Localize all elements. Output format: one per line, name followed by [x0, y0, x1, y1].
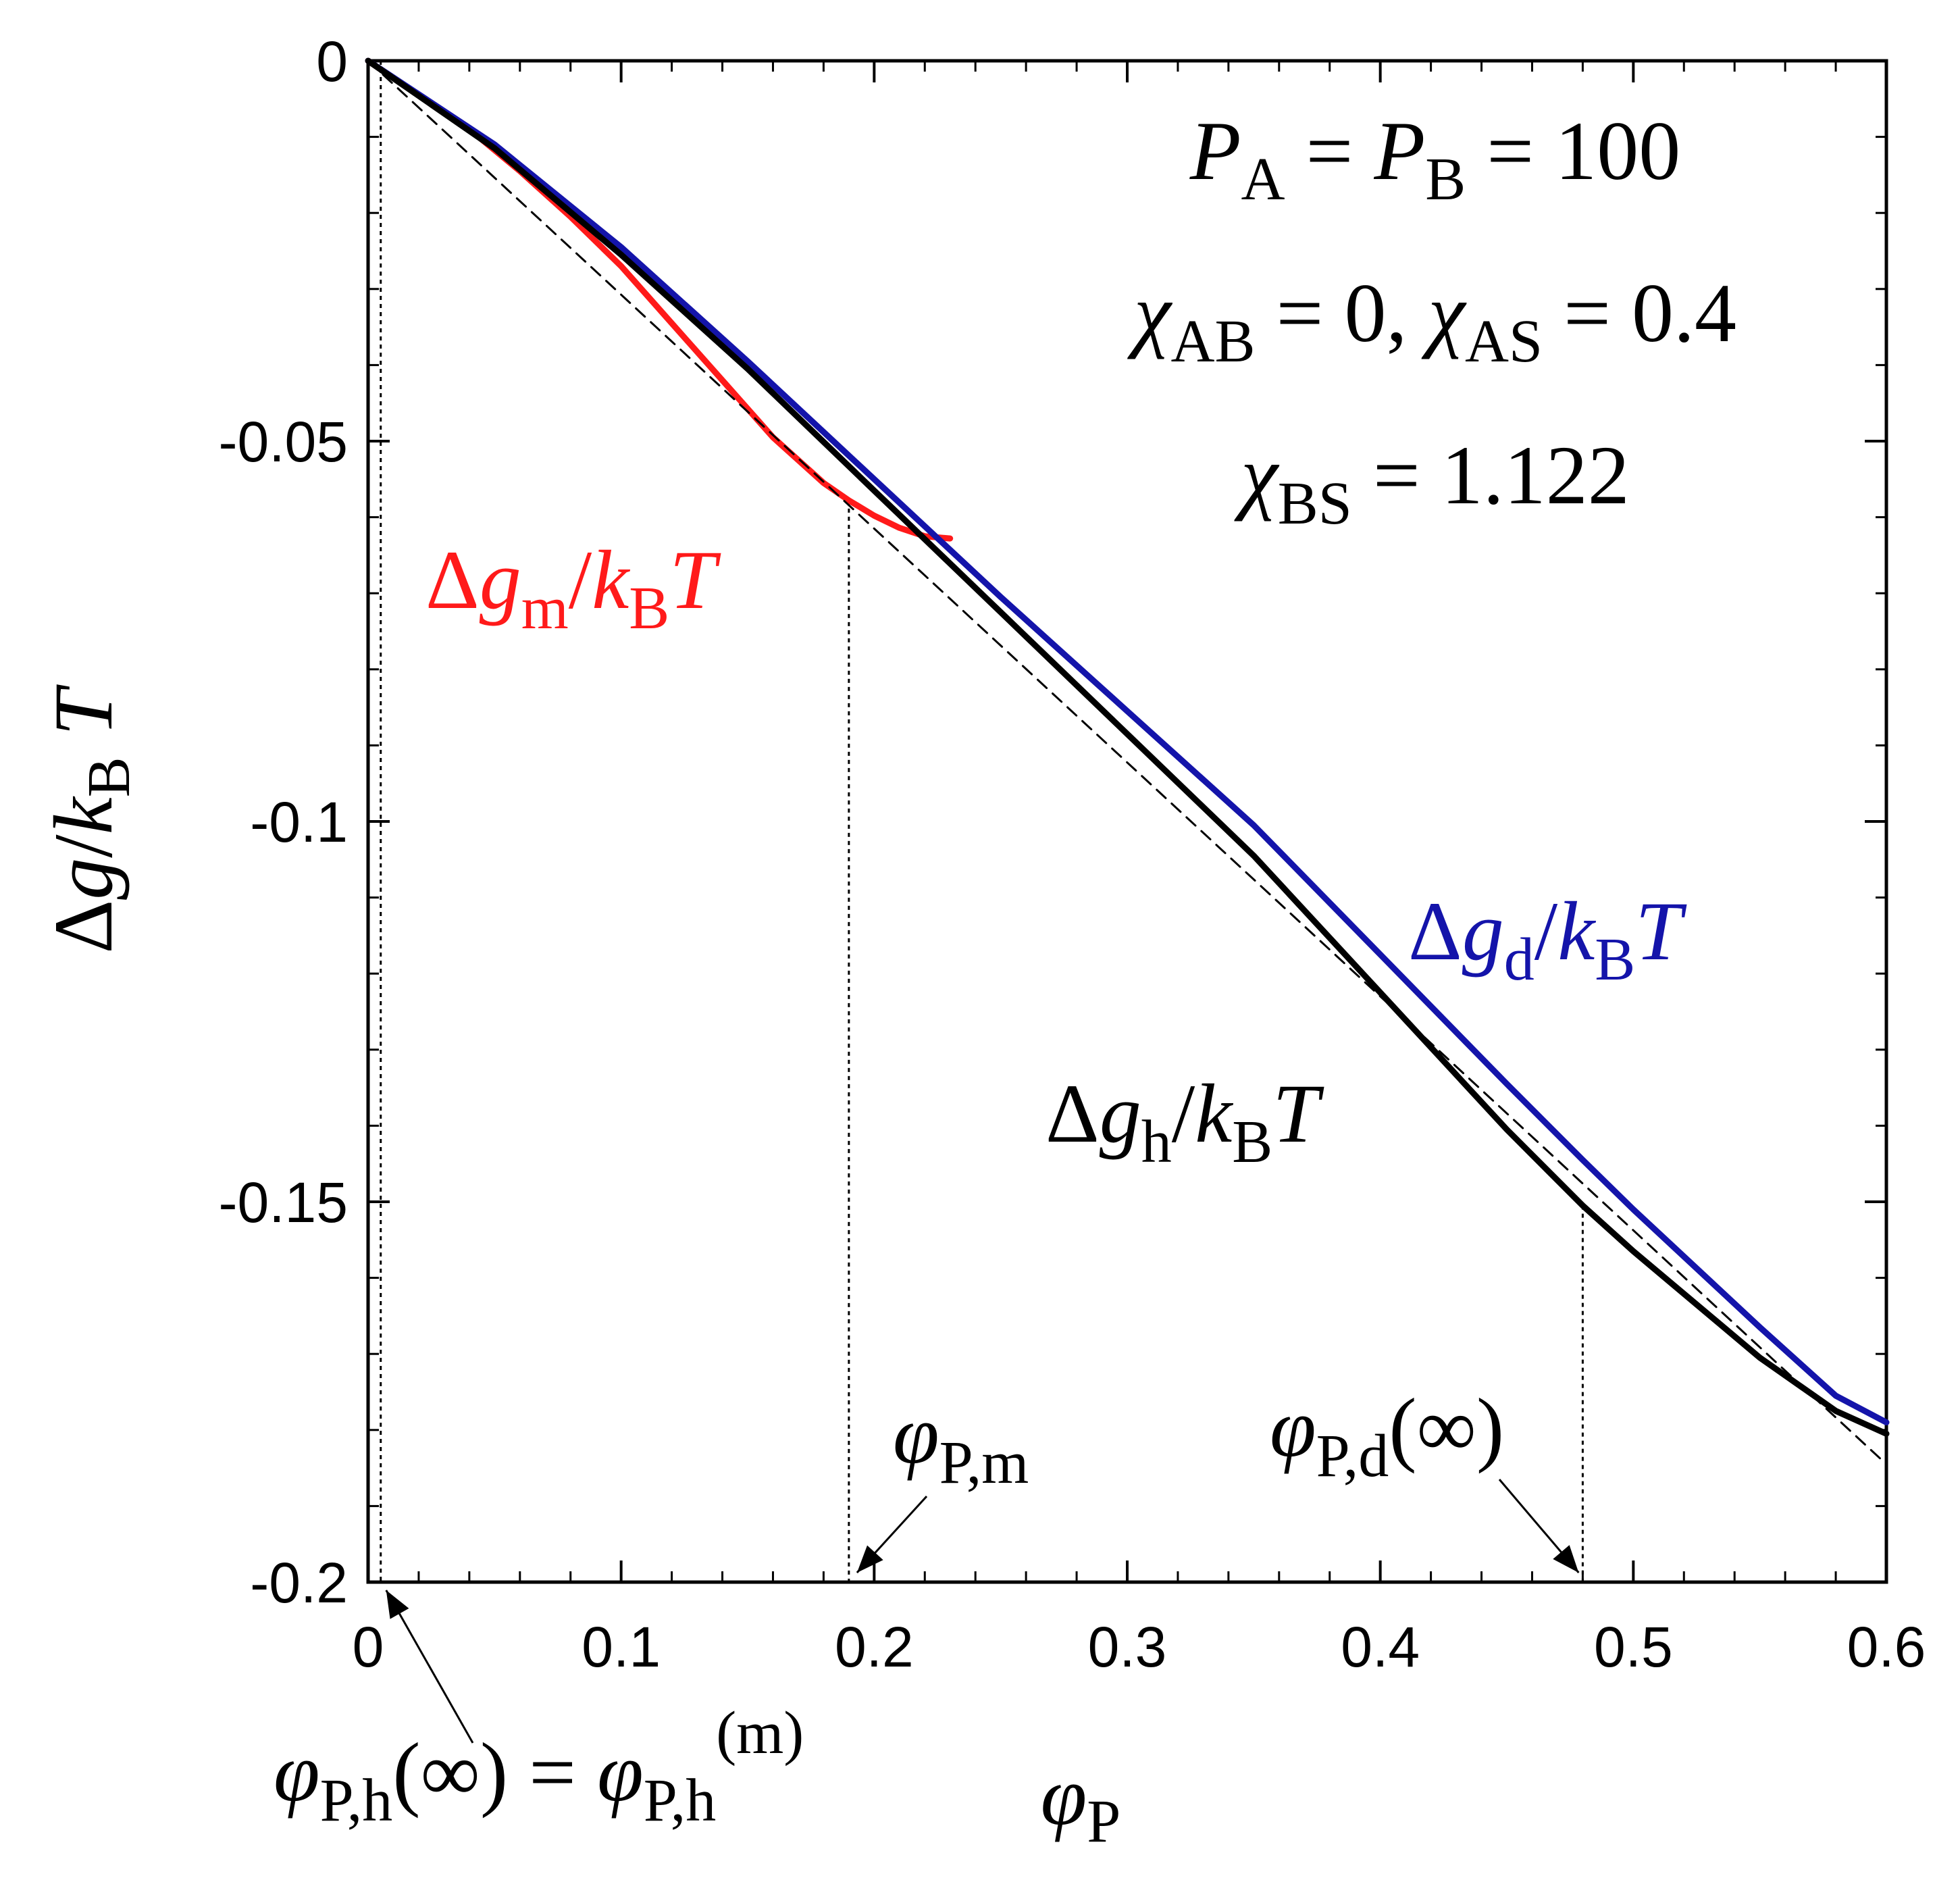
param-line-3: χBS = 1.122 [1234, 429, 1630, 537]
x-tick-label: 0.1 [582, 1615, 661, 1679]
arrow-phi-pd-head [1553, 1545, 1579, 1573]
reference-dashed-line [367, 59, 1888, 1465]
marker-label-phi-pm: φP,m [893, 1388, 1029, 1496]
x-tick-label: 0.4 [1341, 1615, 1420, 1679]
series-line-2 [365, 57, 1890, 1437]
marker-label-phi-ph: φP,h(∞) = φP,h(m) [274, 1700, 804, 1834]
marker-guide-lines [380, 61, 1584, 1582]
x-tick-label: 0.6 [1847, 1615, 1926, 1679]
y-tick-label: -0.05 [219, 410, 348, 474]
series-label-gh: Δgh/kBT [1046, 1067, 1324, 1175]
x-tick-label: 0 [353, 1615, 384, 1679]
x-tick-label: 0.3 [1088, 1615, 1167, 1679]
series-line-1 [365, 57, 1890, 1425]
series-label-gm: Δgm/kBT [425, 534, 721, 642]
param-line-2: χAB = 0, χAS = 0.4 [1127, 267, 1736, 375]
y-tick-label: 0 [316, 30, 348, 93]
y-axis-label: Δg/kB T [37, 684, 143, 953]
marker-label-phi-pd: φP,d(∞) [1270, 1381, 1504, 1490]
axis-tick-labels: 0 0.1 0.2 0.3 0.4 0.5 0.6 0 -0.05 -0.1 -0.15 -0.2 [219, 30, 1926, 1679]
x-axis-label: φP [1041, 1750, 1121, 1855]
y-tick-label: -0.2 [250, 1551, 348, 1615]
y-tick-label: -0.15 [219, 1171, 348, 1234]
x-tick-label: 0.2 [835, 1615, 914, 1679]
marker-arrows [385, 1479, 1580, 1744]
series-lines [365, 57, 1890, 1465]
x-tick-label: 0.5 [1594, 1615, 1673, 1679]
arrow-phi-pm-head [856, 1545, 883, 1573]
series-label-gd: Δgd/kBT [1408, 885, 1687, 993]
param-line-1: PA = PB = 100 [1189, 105, 1680, 213]
y-tick-label: -0.1 [250, 790, 348, 854]
arrow-phi-ph [385, 1590, 474, 1744]
arrow-phi-ph-head [386, 1590, 409, 1619]
